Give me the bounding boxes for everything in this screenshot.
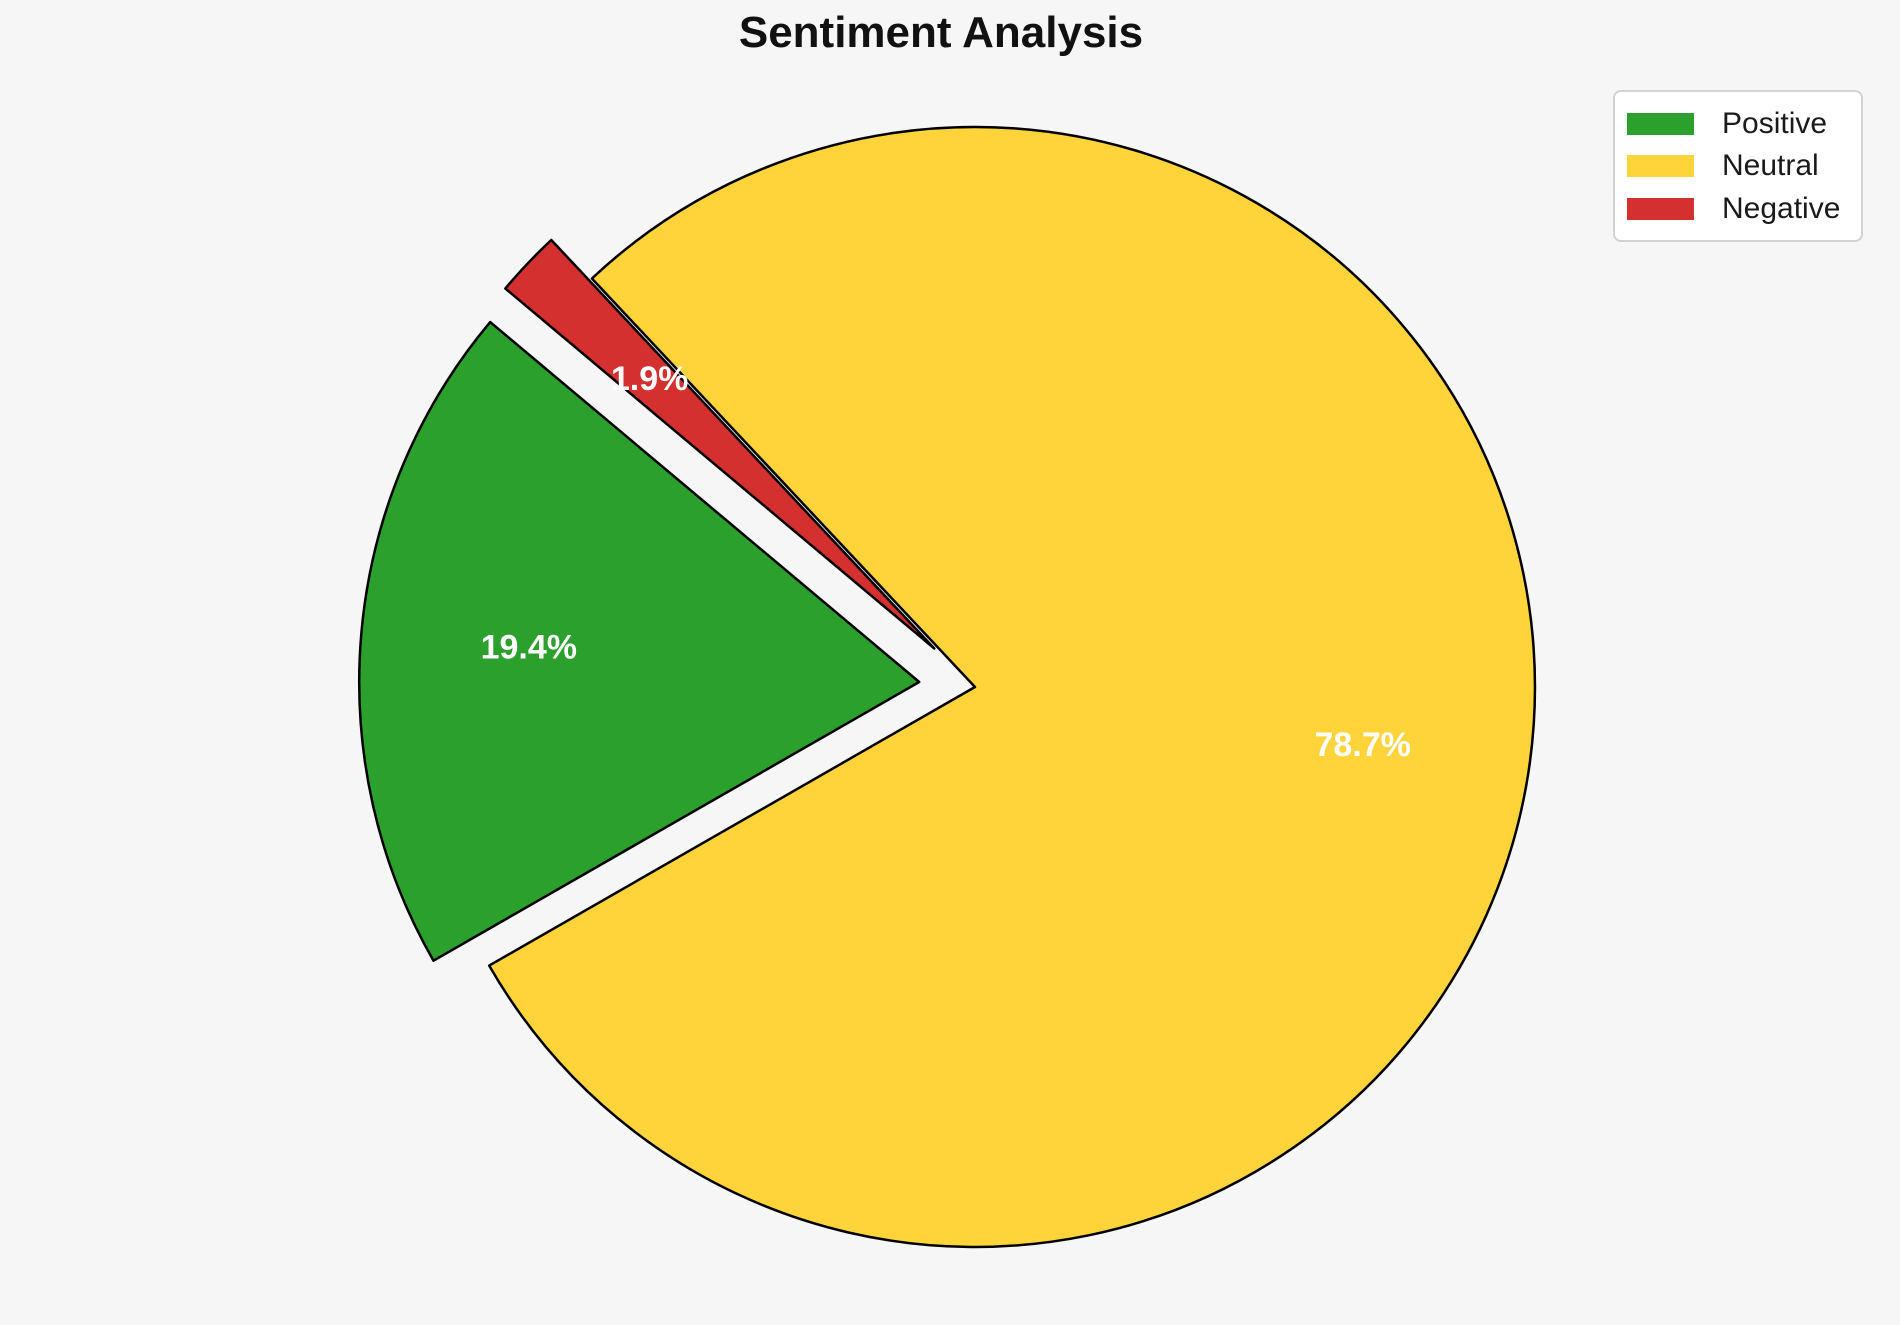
legend-item: Negative xyxy=(1615,191,1861,225)
pie-label-positive: 19.4% xyxy=(481,628,577,666)
legend: Positive Neutral Negative xyxy=(1613,90,1863,242)
pie-slices: 19.4% 78.7% 1.9% xyxy=(357,125,1537,1249)
legend-label: Neutral xyxy=(1722,149,1819,182)
pie-label-neutral: 78.7% xyxy=(1314,726,1410,764)
legend-label: Positive xyxy=(1722,106,1828,140)
legend-swatch xyxy=(1627,197,1694,220)
pie-slice-neutral xyxy=(487,125,1537,1249)
legend-item: Neutral xyxy=(1615,151,1861,181)
legend-label: Negative xyxy=(1722,191,1841,225)
pie-label-negative: 1.9% xyxy=(611,360,689,398)
chart-title: Sentiment Analysis xyxy=(738,8,1144,57)
legend-swatch xyxy=(1627,155,1694,177)
pie-slice-positive xyxy=(357,320,921,962)
legend-swatch xyxy=(1627,112,1694,135)
legend-item: Positive xyxy=(1615,106,1861,140)
pie-slice-negative xyxy=(504,238,936,650)
